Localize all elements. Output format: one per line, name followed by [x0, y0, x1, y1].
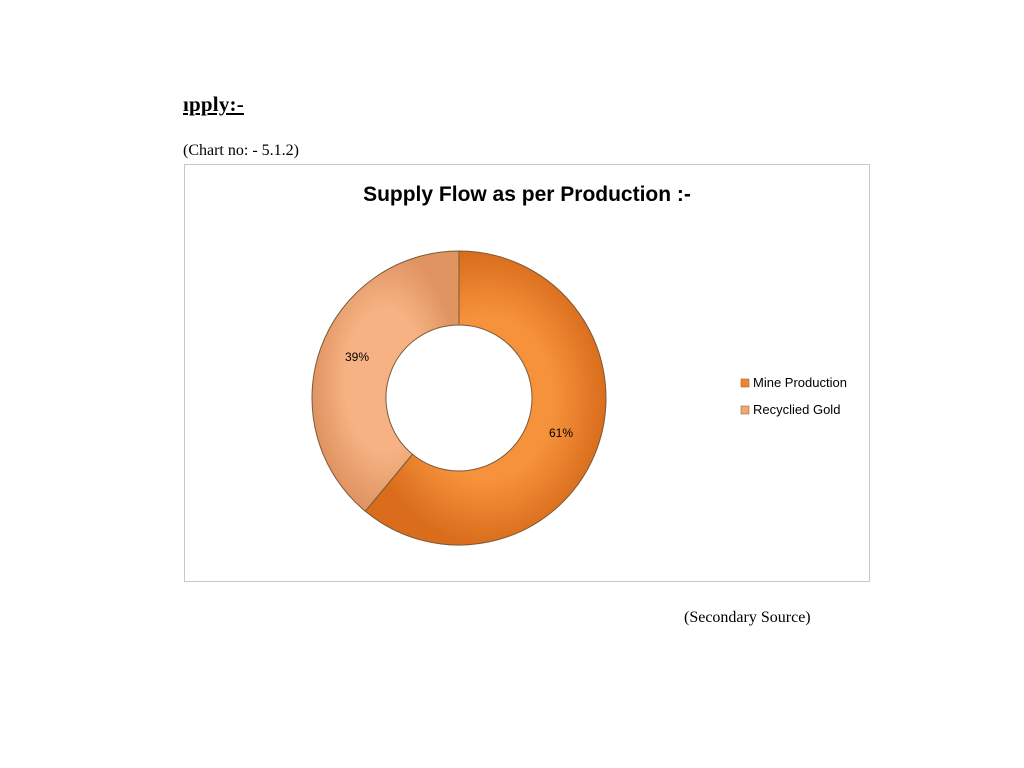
- legend: Mine Production Recyclied Gold: [740, 375, 847, 417]
- legend-swatch: [740, 405, 750, 415]
- section-heading: ıpply:-: [183, 92, 244, 116]
- donut-slices: [311, 250, 607, 546]
- donut-slice-mine-production: [364, 250, 607, 546]
- donut-slice-recyclied-gold: [311, 250, 460, 512]
- slice-label: 39%: [345, 350, 369, 364]
- chart-number: (Chart no: - 5.1.2): [183, 142, 299, 159]
- slice-labels: 61% 39%: [345, 350, 573, 440]
- slice-label: 61%: [549, 426, 573, 440]
- source-note: (Secondary Source): [684, 609, 811, 626]
- donut-chart: Supply Flow as per Production :- 61%39% …: [311, 183, 847, 546]
- legend-label: Mine Production: [753, 375, 847, 390]
- chart-title: Supply Flow as per Production :-: [363, 183, 691, 206]
- chart-area: Supply Flow as per Production :- 61% 39% …: [184, 164, 870, 582]
- legend-label: Recyclied Gold: [753, 402, 840, 417]
- legend-swatch: [740, 378, 750, 388]
